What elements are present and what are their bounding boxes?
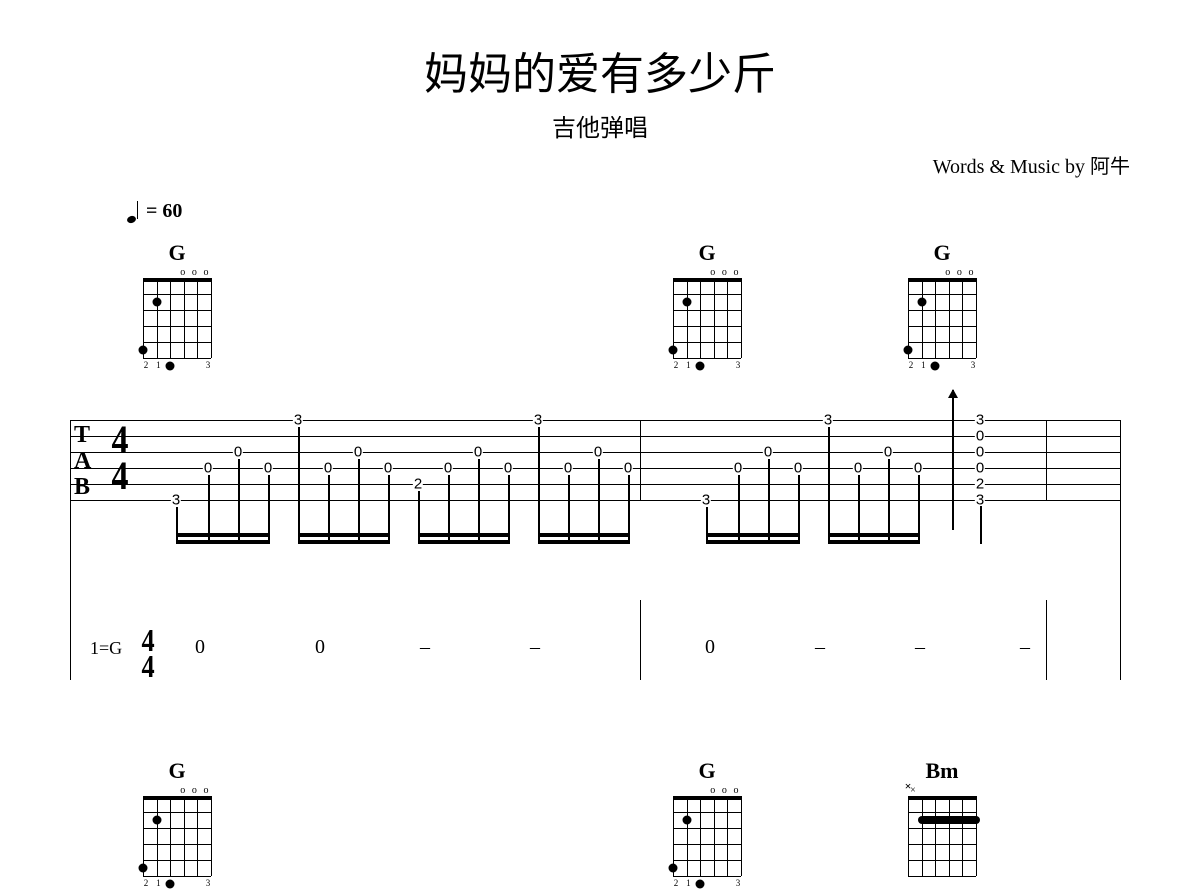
chord-grid: × xyxy=(908,796,976,876)
chord-open-strings: ooo xyxy=(140,786,214,796)
fret-number: 0 xyxy=(623,460,633,477)
fret-number: 3 xyxy=(293,412,303,429)
vocal-note: 0 xyxy=(195,636,205,659)
chord-name: G xyxy=(905,240,979,266)
chord-fingering: 213 xyxy=(140,360,214,370)
chord-grid xyxy=(908,278,976,358)
tempo-marking: = 60 xyxy=(130,200,182,223)
strum-up-arrow-icon xyxy=(952,390,954,530)
chord-fingering: 213 xyxy=(140,878,214,888)
chord-fingering: 213 xyxy=(670,360,744,370)
chord-name: G xyxy=(670,758,744,784)
chord-open-strings: × xyxy=(905,786,979,796)
song-subtitle: 吉他弹唱 xyxy=(0,108,1200,143)
fret-number: 0 xyxy=(383,460,393,477)
fret-number: 0 xyxy=(593,444,603,461)
fret-number: 3 xyxy=(171,492,181,509)
chord-diagram-bm: Bm ×× xyxy=(905,758,979,878)
chord-diagram-g: Gooo 213 xyxy=(670,240,744,370)
vocal-note: – xyxy=(815,636,825,659)
chord-diagram-g: Gooo 213 xyxy=(670,758,744,888)
fret-number: 0 xyxy=(353,444,363,461)
chord-name: G xyxy=(140,240,214,266)
key-signature-label: 1=G xyxy=(90,638,122,659)
chord-fingering: 213 xyxy=(670,878,744,888)
chord-open-strings: ooo xyxy=(670,268,744,278)
vocal-note: – xyxy=(420,636,430,659)
fret-number: 3 xyxy=(533,412,543,429)
vocal-note: 0 xyxy=(705,636,715,659)
chord-name: G xyxy=(140,758,214,784)
vocal-note: – xyxy=(915,636,925,659)
fret-number: 0 xyxy=(503,460,513,477)
fret-number: 3 xyxy=(701,492,711,509)
fret-number: 2 xyxy=(413,476,423,493)
chord-grid xyxy=(673,796,741,876)
chord-diagram-g: Gooo 213 xyxy=(905,240,979,370)
song-title: 妈妈的爱有多少斤 xyxy=(0,38,1200,102)
fret-number: 0 xyxy=(883,444,893,461)
chord-name: Bm xyxy=(905,758,979,784)
fret-number: 0 xyxy=(913,460,923,477)
fret-number: 0 xyxy=(323,460,333,477)
credit-line: Words & Music by 阿牛 xyxy=(933,150,1130,179)
fret-number: 0 xyxy=(473,444,483,461)
fret-number: 0 xyxy=(443,460,453,477)
fret-number: 0 xyxy=(563,460,573,477)
chord-diagram-g: Gooo 213 xyxy=(140,758,214,888)
chord-open-strings: ooo xyxy=(905,268,979,278)
fret-number: 0 xyxy=(733,460,743,477)
chord-open-strings: ooo xyxy=(140,268,214,278)
chord-open-strings: ooo xyxy=(670,786,744,796)
vocal-note: 0 xyxy=(315,636,325,659)
vocal-note: – xyxy=(530,636,540,659)
fret-number: 0 xyxy=(763,444,773,461)
vocal-note: – xyxy=(1020,636,1030,659)
chord-grid xyxy=(143,278,211,358)
quarter-note-icon xyxy=(130,201,138,223)
fret-number: 0 xyxy=(203,460,213,477)
chord-fingering: 213 xyxy=(905,360,979,370)
chord-diagram-g: Gooo 213 xyxy=(140,240,214,370)
fret-number: 0 xyxy=(853,460,863,477)
tempo-value: = 60 xyxy=(146,200,182,223)
chord-grid xyxy=(143,796,211,876)
chord-name: G xyxy=(670,240,744,266)
fret-number: 0 xyxy=(793,460,803,477)
chord-grid xyxy=(673,278,741,358)
fret-number: 0 xyxy=(233,444,243,461)
fret-number: 0 xyxy=(263,460,273,477)
fret-number: 3 xyxy=(823,412,833,429)
